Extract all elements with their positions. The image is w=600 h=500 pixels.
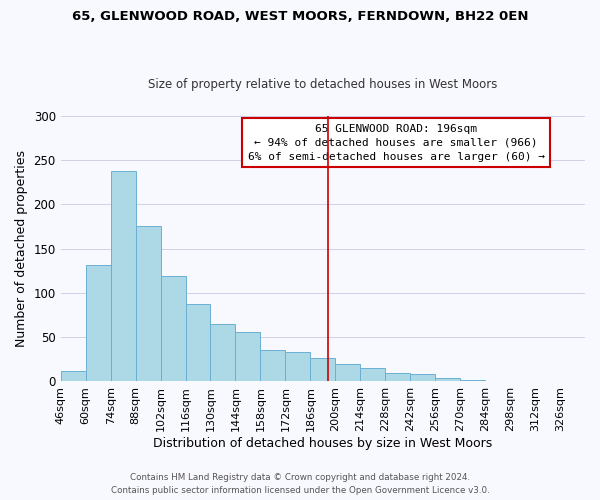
X-axis label: Distribution of detached houses by size in West Moors: Distribution of detached houses by size …	[153, 437, 493, 450]
Bar	[161, 276, 185, 382]
Bar	[335, 364, 360, 382]
Bar	[235, 332, 260, 382]
Text: Contains HM Land Registry data © Crown copyright and database right 2024.
Contai: Contains HM Land Registry data © Crown c…	[110, 474, 490, 495]
Bar	[211, 324, 235, 382]
Bar	[86, 266, 110, 382]
Bar	[110, 170, 136, 382]
Y-axis label: Number of detached properties: Number of detached properties	[15, 150, 28, 347]
Bar	[385, 374, 410, 382]
Bar	[286, 352, 310, 382]
Bar	[485, 380, 510, 382]
Bar	[310, 358, 335, 382]
Bar	[136, 226, 161, 382]
Bar	[435, 378, 460, 382]
Bar	[61, 371, 86, 382]
Title: Size of property relative to detached houses in West Moors: Size of property relative to detached ho…	[148, 78, 497, 91]
Text: 65, GLENWOOD ROAD, WEST MOORS, FERNDOWN, BH22 0EN: 65, GLENWOOD ROAD, WEST MOORS, FERNDOWN,…	[72, 10, 528, 23]
Bar	[185, 304, 211, 382]
Text: 65 GLENWOOD ROAD: 196sqm
← 94% of detached houses are smaller (966)
6% of semi-d: 65 GLENWOOD ROAD: 196sqm ← 94% of detach…	[248, 124, 545, 162]
Bar	[560, 380, 585, 382]
Bar	[360, 368, 385, 382]
Bar	[260, 350, 286, 382]
Bar	[410, 374, 435, 382]
Bar	[460, 380, 485, 382]
